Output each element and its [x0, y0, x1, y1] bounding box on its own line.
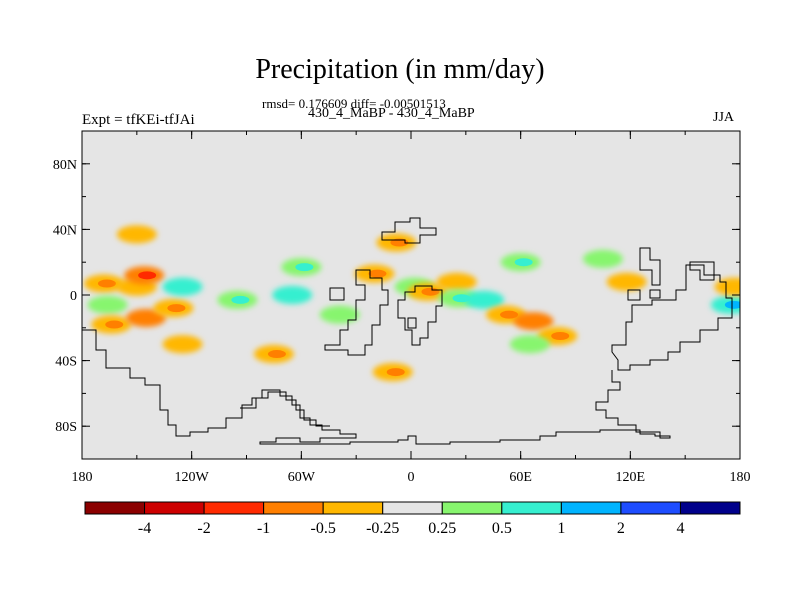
anomaly-core [267, 350, 286, 359]
anomaly-core [386, 368, 405, 377]
anomaly-core [514, 258, 533, 267]
colorbar-label: -1 [257, 520, 270, 537]
x-tick-label: 60E [509, 470, 532, 485]
y-tick-label: 40N [53, 223, 77, 238]
x-tick-label: 120W [175, 470, 210, 485]
anomaly-cell [162, 335, 203, 354]
colorbar-swatch [501, 501, 562, 515]
anomaly-cell [606, 272, 647, 291]
coastline-antarctic-peninsula [240, 391, 330, 427]
anomaly-cell [162, 277, 203, 296]
x-tick-label: 0 [408, 470, 415, 485]
coastline-africa [397, 285, 443, 346]
coastline-south-america [324, 269, 389, 356]
anomaly-core [390, 238, 409, 247]
anomaly-core [368, 269, 387, 278]
anomaly-core [500, 310, 519, 319]
anomaly-core [551, 332, 570, 340]
x-axis: 180 120W 60W 0 60E 120E 180 [72, 131, 751, 485]
colorbar-swatch [382, 501, 443, 515]
colorbar-swatch [560, 501, 622, 515]
coastline-antarctica [82, 329, 671, 445]
coastline-north-america [381, 217, 437, 244]
coastline-australia [611, 264, 733, 371]
colorbar-label: 0.25 [428, 520, 456, 537]
colorbar-swatch [144, 501, 205, 515]
anomaly-cell [582, 249, 623, 268]
case-line: 430_4_MaBP - 430_4_MaBP [308, 106, 475, 121]
colorbar-swatch [203, 501, 265, 515]
anomaly-cell [319, 305, 360, 324]
anomaly-core [105, 320, 124, 329]
anomaly-core [295, 263, 314, 272]
colorbar-label: 2 [617, 520, 625, 537]
map-title: Precipitation (in mm/day) [255, 54, 545, 85]
experiment-label: Expt = tfKEi-tfJAi [82, 112, 195, 128]
x-tick-label: 120E [616, 470, 646, 485]
y-tick-label: 40S [55, 355, 77, 370]
season-label: JJA [713, 110, 735, 125]
anomaly-cell [436, 272, 477, 291]
y-axis: 80N 40N 0 40S 80S [53, 130, 740, 460]
colorbar-swatch [679, 501, 741, 515]
anomaly-cell [272, 286, 313, 304]
colorbar-label: -2 [197, 520, 210, 537]
x-tick-label: 60W [288, 470, 316, 485]
colorbar: -4 -2 -1 -0.5 -0.25 0.25 0.5 1 2 4 [84, 501, 741, 537]
anomaly-cell [714, 277, 740, 296]
stats-line: rmsd= 0.176609 diff= -0.00501513 [262, 96, 446, 111]
anomaly-core [138, 271, 157, 280]
colorbar-label: 0.5 [492, 520, 512, 537]
anomaly-cell [87, 295, 128, 314]
anomaly-cell [116, 225, 157, 244]
precipitation-anomaly-layer [83, 225, 740, 382]
coastline-new-guinea [689, 261, 715, 281]
colorbar-label: 4 [676, 520, 684, 537]
colorbar-label: -0.25 [366, 520, 399, 537]
anomaly-core [231, 295, 250, 304]
y-tick-label: 80N [53, 158, 77, 173]
anomaly-cell [513, 312, 554, 331]
colorbar-swatch [322, 501, 384, 515]
colorbar-swatch [84, 501, 146, 515]
x-tick-label: 180 [72, 470, 93, 485]
x-tick-label: 180 [730, 470, 751, 485]
anomaly-cell [125, 308, 166, 327]
anomaly-core [421, 287, 440, 296]
colorbar-swatch [620, 501, 681, 515]
anomaly-cell [464, 290, 505, 309]
y-tick-label: 80S [55, 420, 77, 435]
coastline-maritime-continent [627, 247, 661, 301]
colorbar-label: -4 [138, 520, 151, 537]
y-tick-label: 0 [70, 289, 77, 304]
anomaly-core [167, 304, 186, 313]
colorbar-swatch [263, 501, 324, 515]
colorbar-label: 1 [557, 520, 565, 537]
anomaly-core [97, 279, 116, 288]
coastline-layer [82, 217, 733, 445]
anomaly-cell [509, 335, 550, 354]
colorbar-label: -0.5 [311, 520, 336, 537]
colorbar-swatch [441, 501, 503, 515]
